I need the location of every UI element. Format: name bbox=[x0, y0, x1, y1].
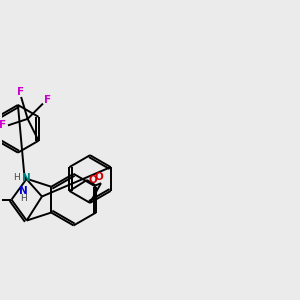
Text: F: F bbox=[44, 94, 52, 105]
Text: O: O bbox=[88, 175, 97, 185]
Text: N: N bbox=[19, 186, 28, 196]
Text: H: H bbox=[13, 173, 20, 182]
Text: O: O bbox=[94, 172, 103, 182]
Text: F: F bbox=[16, 87, 24, 97]
Text: N: N bbox=[22, 173, 31, 183]
Text: H: H bbox=[20, 194, 27, 203]
Text: F: F bbox=[0, 120, 7, 130]
